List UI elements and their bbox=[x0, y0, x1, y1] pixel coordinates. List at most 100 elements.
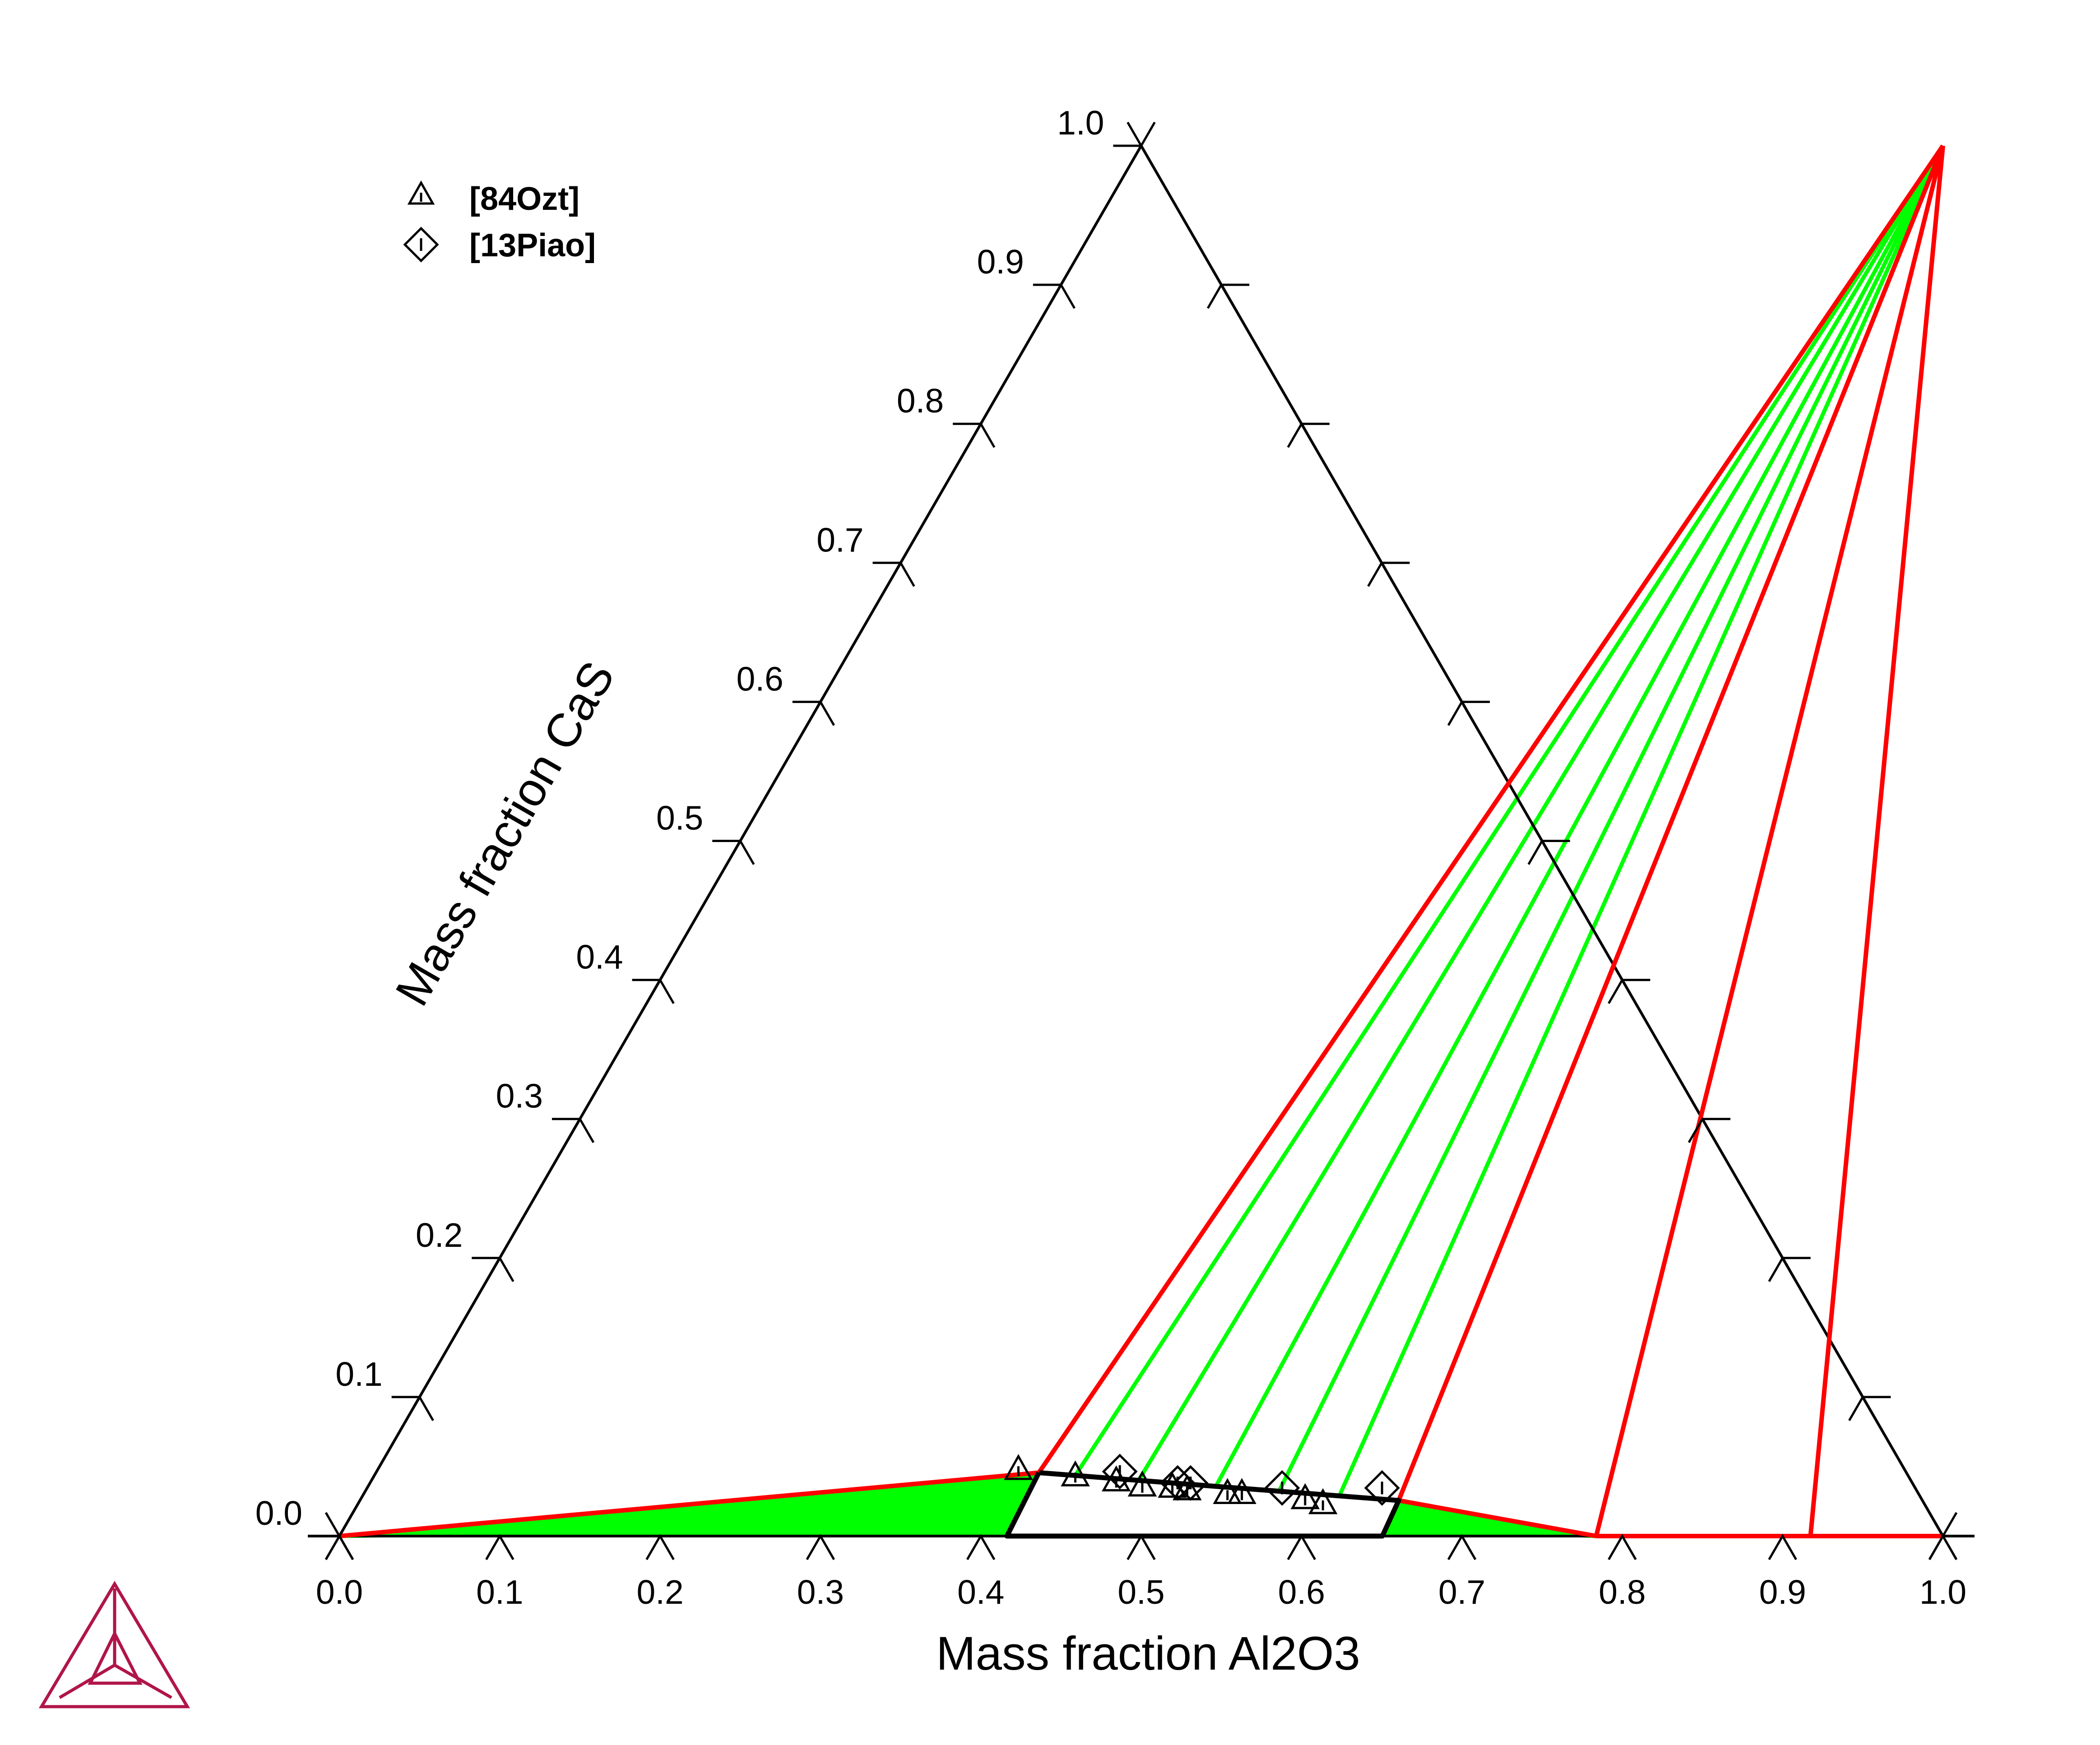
x-tick-mark-3 bbox=[806, 1533, 835, 1560]
triangle-outline bbox=[1227, 1478, 1256, 1504]
right-tick-mark-7 bbox=[1367, 561, 1410, 587]
y-tick-mark-8 bbox=[953, 422, 996, 448]
y-tick-label-1: 0.1 bbox=[335, 1355, 382, 1393]
diamond-outline bbox=[1264, 1470, 1300, 1506]
y-tick-label-7: 0.7 bbox=[816, 521, 863, 559]
y-tick-label-8: 0.8 bbox=[897, 382, 944, 420]
y-tick-mark-3 bbox=[552, 1118, 595, 1143]
tie-line-2 bbox=[339, 1511, 1017, 1538]
x-tick-label-2: 0.2 bbox=[636, 1573, 683, 1611]
corner-mark-right bbox=[1928, 1512, 1958, 1560]
x-tick-label-6: 0.6 bbox=[1278, 1573, 1325, 1611]
phase-boundary-4 bbox=[1594, 145, 1945, 1537]
x-tick-mark-4 bbox=[966, 1533, 996, 1560]
tie-line-1 bbox=[339, 1498, 1024, 1538]
diamond-outline bbox=[1173, 1465, 1209, 1501]
y-tick-label-0: 0.0 bbox=[255, 1494, 302, 1532]
tie-line-4 bbox=[1073, 144, 1945, 1477]
phase-boundary-2 bbox=[1396, 145, 1945, 1501]
diamond-outline bbox=[1364, 1470, 1400, 1506]
x-axis-label: Mass fraction Al2O3 bbox=[936, 1627, 1360, 1680]
phase-boundary-layer bbox=[339, 144, 1945, 1539]
x-tick-label-9: 0.9 bbox=[1759, 1573, 1806, 1611]
x-tick-mark-1 bbox=[485, 1533, 515, 1560]
y-tick-label-9: 0.9 bbox=[977, 243, 1024, 281]
legend-label-84ozt: [84Ozt] bbox=[469, 181, 579, 217]
triangle-outline bbox=[1127, 1470, 1157, 1497]
y-tick-mark-9 bbox=[1033, 283, 1076, 309]
right-tick-mark-5 bbox=[1527, 840, 1570, 865]
tie-line-layer bbox=[339, 144, 1945, 1538]
tie-line-11 bbox=[1384, 1525, 1596, 1538]
y-tick-mark-7 bbox=[872, 561, 915, 587]
legend-label-13piao: [13Piao] bbox=[469, 227, 596, 264]
triangle-outline bbox=[1308, 1488, 1338, 1514]
x-tick-mark-8 bbox=[1608, 1533, 1637, 1560]
y-tick-label-3: 0.3 bbox=[496, 1077, 543, 1115]
y-tick-mark-1 bbox=[391, 1396, 434, 1421]
tie-line-3 bbox=[339, 1524, 1012, 1538]
y-tick-label-5: 0.5 bbox=[656, 799, 703, 837]
tie-line-7 bbox=[1277, 145, 1945, 1491]
triangle-marker-1 bbox=[1061, 1460, 1090, 1486]
diamond-marker-4 bbox=[1364, 1470, 1400, 1506]
triangle-marker-0 bbox=[1004, 1454, 1033, 1480]
x-tick-mark-7 bbox=[1447, 1533, 1477, 1560]
triangle-marker-3 bbox=[1127, 1470, 1157, 1497]
corner-mark-top bbox=[1126, 121, 1156, 170]
tie-line-6 bbox=[1215, 144, 1945, 1486]
x-tick-mark-6 bbox=[1287, 1533, 1316, 1560]
y-tick-mark-4 bbox=[632, 979, 675, 1004]
legend-marker-diamond bbox=[403, 227, 439, 263]
diamond-outline bbox=[1102, 1453, 1138, 1490]
y-tick-mark-5 bbox=[712, 840, 755, 865]
right-tick-mark-2 bbox=[1768, 1257, 1811, 1282]
right-tick-mark-4 bbox=[1608, 979, 1650, 1004]
tie-line-5 bbox=[1137, 144, 1945, 1481]
phase-boundary-3 bbox=[1398, 1498, 1597, 1538]
x-tick-label-4: 0.4 bbox=[957, 1573, 1004, 1611]
triangle-marker-7 bbox=[1227, 1478, 1256, 1504]
phase-boundary-1 bbox=[1037, 144, 1945, 1474]
triangle-outline bbox=[1290, 1483, 1320, 1509]
tie-line-8 bbox=[1337, 145, 1945, 1496]
triangle-outline bbox=[1004, 1454, 1033, 1480]
triangle-outline bbox=[1061, 1460, 1090, 1486]
y-tick-label-10: 1.0 bbox=[1057, 104, 1104, 142]
y-tick-label-4: 0.4 bbox=[576, 938, 623, 976]
diamond-marker-0 bbox=[1102, 1453, 1138, 1490]
tick-layer: 0.0 0.1 0.2 0.3 0.4 0.5 0.6 0.7 0.8 0.9 1.0 0.0 0.1 0… bbox=[255, 104, 1966, 1611]
axis-layer bbox=[308, 145, 1975, 1537]
right-tick-mark-9 bbox=[1206, 283, 1250, 309]
x-tick-label-10: 1.0 bbox=[1919, 1573, 1966, 1611]
triangle-outline bbox=[1213, 1478, 1242, 1504]
thermo-calc-logo bbox=[38, 1581, 190, 1708]
right-tick-mark-1 bbox=[1848, 1396, 1891, 1421]
y-tick-mark-2 bbox=[472, 1257, 515, 1282]
right-tick-mark-8 bbox=[1287, 422, 1330, 448]
x-tick-label-5: 0.5 bbox=[1117, 1573, 1164, 1611]
y-tick-label-6: 0.6 bbox=[737, 660, 783, 698]
x-tick-mark-5 bbox=[1126, 1533, 1156, 1560]
phase-boundary-0 bbox=[339, 1470, 1039, 1538]
diamond-outline bbox=[1159, 1465, 1196, 1501]
x-tick-mark-10 bbox=[1928, 1533, 1958, 1560]
x-tick-label-0: 0.0 bbox=[316, 1573, 363, 1611]
x-tick-label-8: 0.8 bbox=[1599, 1573, 1646, 1611]
x-tick-label-1: 0.1 bbox=[476, 1573, 523, 1611]
triangle-marker-6 bbox=[1213, 1478, 1242, 1504]
diamond-marker-2 bbox=[1173, 1465, 1209, 1501]
y-tick-label-2: 0.2 bbox=[416, 1216, 463, 1254]
x-tick-label-7: 0.7 bbox=[1438, 1573, 1485, 1611]
x-tick-mark-9 bbox=[1768, 1533, 1797, 1560]
corner-mark-left bbox=[325, 1512, 354, 1560]
right-tick-mark-6 bbox=[1447, 700, 1490, 726]
legend: [84Ozt] [13Piao] bbox=[403, 180, 596, 264]
x-tick-label-3: 0.3 bbox=[797, 1573, 844, 1611]
data-marker-layer bbox=[1004, 1453, 1400, 1514]
y-tick-mark-6 bbox=[792, 700, 835, 726]
legend-marker-triangle bbox=[407, 180, 435, 205]
x-tick-mark-0 bbox=[325, 1533, 354, 1560]
phase-boundary-5 bbox=[1808, 145, 1945, 1537]
